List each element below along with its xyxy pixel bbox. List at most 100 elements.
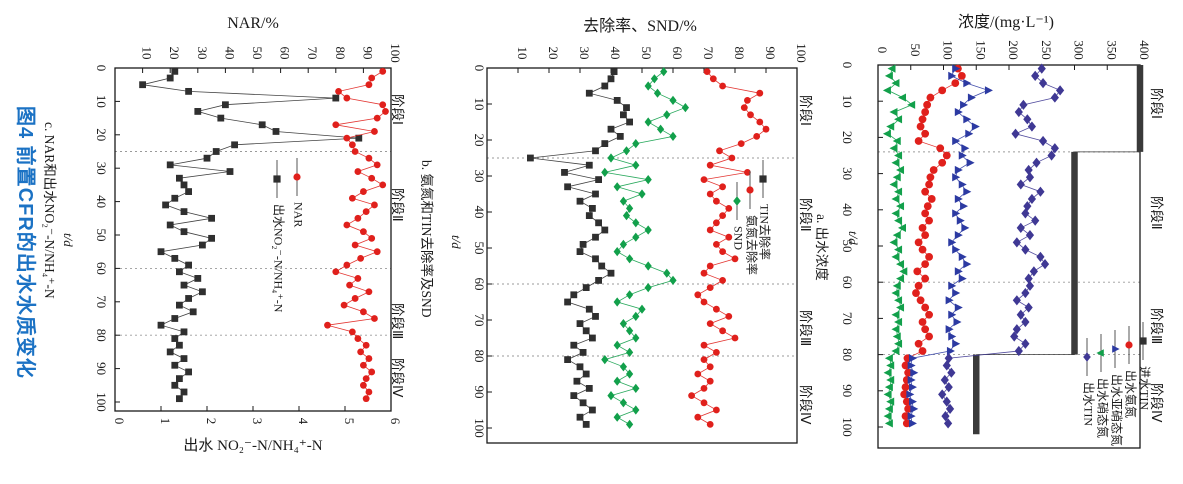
value-tick-label: 400 [1137, 40, 1152, 60]
panel-c-caption: c. NAR和出水NO₂⁻-N/NH₄⁺-N [42, 122, 57, 299]
value-tick-label: 20 [546, 47, 561, 60]
time-tick-label: 60 [472, 278, 487, 291]
value-tick-label: 80 [333, 47, 348, 60]
stage-label: 阶段Ⅱ [1149, 196, 1164, 230]
value-tick-label: 100 [388, 43, 403, 63]
time-tick-label: 20 [840, 131, 855, 144]
panel-b-caption: b. 氨氮和TIN去除率及SND [419, 160, 434, 318]
legend-label: TIN去除率 [757, 204, 772, 260]
value-tick-label: 350 [1104, 40, 1119, 60]
legend-entry: 出水硝态氮 [1095, 334, 1110, 438]
stage-label: 阶段Ⅲ [1149, 308, 1164, 344]
time-tick-label: 30 [472, 170, 487, 183]
stage-label: 阶段Ⅰ [1149, 88, 1164, 119]
legend-entry: SND [731, 182, 745, 250]
stage-label: 阶段Ⅳ [798, 385, 813, 425]
ratio-tick-label: 4 [296, 418, 311, 425]
ratio-tick-label: 2 [204, 418, 219, 425]
series-snd [601, 67, 689, 429]
value-tick-label: 60 [278, 47, 293, 60]
value-tick-label: 30 [577, 47, 592, 60]
value-tick-label: 70 [305, 47, 320, 60]
ratio-tick-label: 6 [388, 418, 403, 425]
time-tick-label: 70 [94, 295, 109, 308]
ratio-tick-label: 5 [342, 418, 357, 425]
value-tick-label: 40 [222, 47, 237, 60]
plot-frame [114, 67, 392, 412]
panel-b-time-axis-label: t/d [449, 235, 464, 249]
time-tick-label: 100 [94, 392, 109, 412]
legend-label: 出水硝态氮 [1095, 378, 1110, 438]
panel-a: 0 50 100 150 200 250 300 350 400 0 10 20 30 40 50 60 70 8… [840, 40, 1164, 449]
panel-a-time-axis-label: t/d [846, 231, 861, 245]
value-tick-label: 90 [360, 47, 375, 60]
legend-entry: 氨氮去除率 [744, 171, 759, 275]
legend-label: 出水亚硝态氮 [1109, 374, 1124, 446]
stage-label: 阶段Ⅱ [798, 198, 813, 232]
time-tick-label: 40 [840, 203, 855, 216]
series-effluent-tin [938, 63, 1065, 429]
stage-label: 阶段Ⅲ [798, 310, 813, 346]
time-tick-label: 100 [472, 418, 487, 438]
time-tick-label: 0 [840, 62, 855, 69]
time-tick-label: 100 [840, 417, 855, 437]
stage-label: 阶段Ⅰ [390, 94, 405, 125]
legend-label: SND [731, 226, 745, 250]
series-effluent-ratio [139, 67, 363, 403]
time-tick-label: 20 [472, 134, 487, 147]
time-tick-label: 10 [94, 95, 109, 108]
panel-a-caption: a. 出水浓度 [814, 214, 829, 281]
legend-entry: 出水亚硝态氮 [1109, 330, 1124, 446]
value-tick-label: 30 [195, 47, 210, 60]
panel-c-value-axis-title: NAR/% [227, 15, 279, 32]
legend-label: NAR [291, 202, 305, 227]
value-tick-label: 150 [973, 40, 988, 60]
value-tick-label: 50 [250, 47, 265, 60]
value-tick-label: 50 [908, 44, 923, 57]
ratio-tick-label: 3 [250, 418, 265, 425]
time-tick-label: 80 [472, 350, 487, 363]
value-tick-label: 100 [794, 43, 809, 63]
stage-label: 阶段Ⅳ [390, 358, 405, 398]
time-tick-label: 10 [472, 98, 487, 111]
legend-label: 出水NO₂⁻-N/NH₄⁺-N [271, 204, 285, 313]
legend-entry: TIN去除率 [757, 160, 772, 260]
value-tick-label: 70 [701, 47, 716, 60]
series-nar [324, 67, 389, 403]
value-tick-label: 20 [167, 47, 182, 60]
series-ammonia-removal [688, 68, 770, 428]
time-tick-label: 0 [94, 65, 109, 72]
value-tick-label: 90 [763, 47, 778, 60]
time-tick-label: 40 [94, 195, 109, 208]
legend-label: 出水氨氮 [1123, 370, 1138, 418]
value-tick-label: 250 [1039, 40, 1054, 60]
value-tick-label: 100 [941, 40, 956, 60]
time-tick-label: 20 [94, 128, 109, 141]
time-tick-label: 90 [94, 362, 109, 375]
time-tick-label: 60 [94, 262, 109, 275]
stage-label: 阶段Ⅰ [798, 95, 813, 126]
legend-label: 氨氮去除率 [744, 215, 759, 275]
stage-label: 阶段Ⅲ [390, 303, 405, 339]
time-tick-label: 80 [94, 329, 109, 342]
series-effluent-ammonia [900, 64, 966, 428]
series-tin-removal [527, 68, 633, 428]
legend-label: 进水TIN [1137, 366, 1151, 410]
time-tick-label: 30 [94, 162, 109, 175]
legend-label: 出水TIN [1081, 382, 1095, 426]
time-tick-label: 50 [94, 229, 109, 242]
panel-c-ratio-axis-title: 出水 NO₂⁻-N/NH₄⁺-N [183, 438, 323, 454]
legend-entry: 进水TIN [1137, 322, 1151, 410]
figure-title: 图4 前置CFR的出水水质变化 [14, 106, 36, 379]
panel-c: 10 20 30 40 50 60 70 80 90 1000102030405060708090… [94, 43, 405, 425]
value-tick-label: 60 [670, 47, 685, 60]
time-tick-label: 30 [840, 167, 855, 180]
time-tick-label: 10 [840, 95, 855, 108]
time-tick-label: 80 [840, 348, 855, 361]
series-effluent-nitrate [882, 64, 916, 428]
series-influent-tin [973, 65, 1144, 435]
time-tick-label: 70 [472, 314, 487, 327]
legend-entry: 出水NO₂⁻-N/NH₄⁺-N [271, 160, 285, 313]
